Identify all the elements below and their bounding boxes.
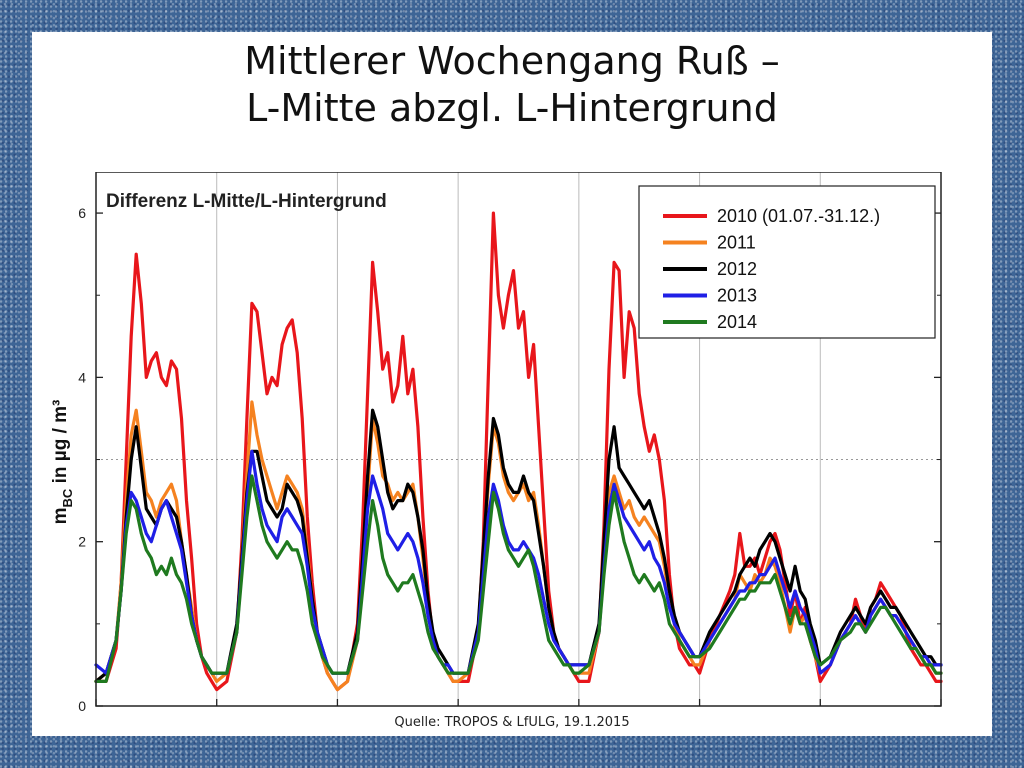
y-axis-label: mBC in µg / m³: [50, 400, 75, 525]
slide-title: Mittlerer Wochengang Ruß – L-Mitte abzgl…: [32, 38, 992, 132]
y-tick-label: 6: [78, 205, 86, 221]
series-line-2013: [94, 449, 943, 675]
series-line-2010: [94, 211, 943, 692]
plot-frame: [95, 172, 942, 707]
y-axis-label-sub: BC: [60, 488, 75, 507]
legend-label-2013: 2013: [717, 286, 757, 306]
y-axis-label-rest: in µg / m³: [50, 400, 71, 489]
y-tick-label: 0: [78, 698, 86, 712]
slide-title-line-2: L-Mitte abzgl. L-Hintergrund: [246, 86, 778, 130]
series-line-2014: [94, 474, 943, 683]
y-axis-label-main: m: [50, 507, 71, 524]
lines-layer: [94, 211, 943, 692]
y-tick-label: 4: [78, 369, 86, 385]
legend-label-2014: 2014: [717, 312, 757, 332]
axis-layer: 0246MontagDienstagMittwochDonnerstagFrei…: [78, 205, 942, 712]
source-note: Quelle: TROPOS & LfULG, 19.1.2015: [394, 715, 630, 730]
legend-label-2010: 2010 (01.07.-31.12.): [717, 206, 880, 226]
slide: Mittlerer Wochengang Ruß – L-Mitte abzgl…: [32, 32, 992, 736]
legend-label-2012: 2012: [717, 259, 757, 279]
legend-label-2011: 2011: [717, 233, 756, 253]
slide-title-line-1: Mittlerer Wochengang Ruß –: [244, 39, 780, 83]
legend: 2010 (01.07.-31.12.) 2011 2012 2013 2014: [638, 185, 936, 339]
y-tick-label: 2: [78, 534, 86, 550]
weekly-bc-chart: 0246MontagDienstagMittwochDonnerstagFrei…: [50, 172, 943, 712]
legend-box: [638, 185, 936, 339]
panel-title: Differenz L-Mitte/L-Hintergrund: [106, 191, 387, 212]
